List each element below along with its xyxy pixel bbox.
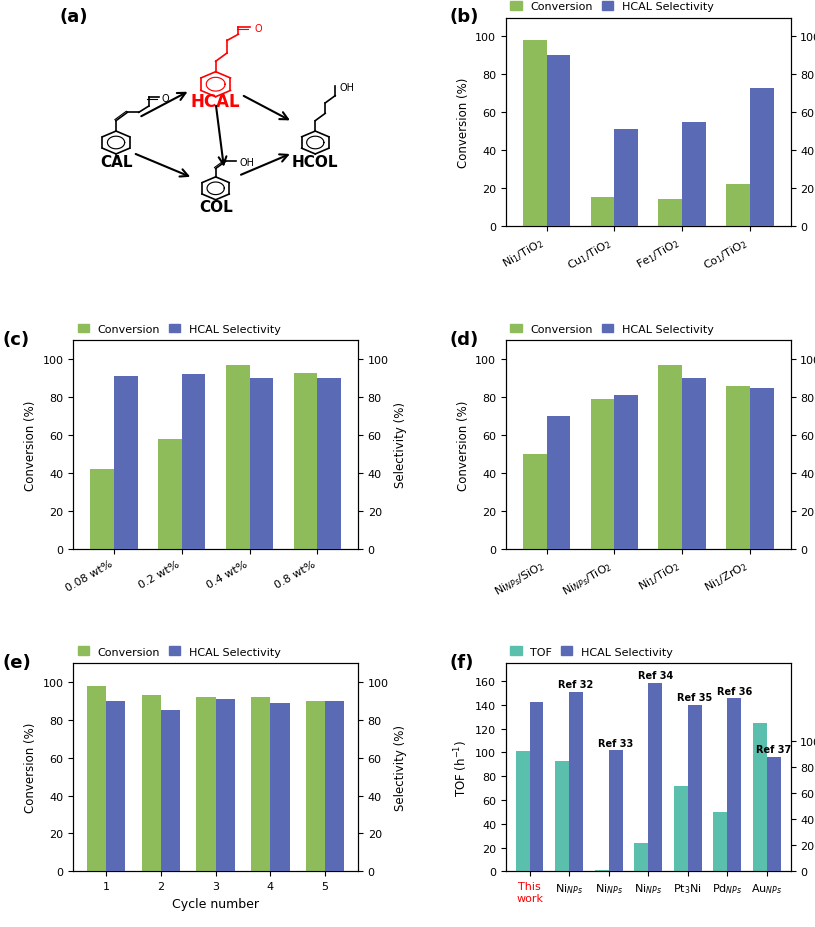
Text: COL: COL [199, 199, 232, 214]
Y-axis label: Conversion (%): Conversion (%) [456, 78, 469, 168]
Legend: Conversion, HCAL Selectivity: Conversion, HCAL Selectivity [73, 320, 285, 339]
Bar [547, 57, 570, 226]
Text: O: O [254, 24, 262, 34]
Bar [271, 703, 289, 871]
Bar [591, 198, 615, 226]
Bar [726, 387, 750, 549]
Bar [595, 870, 609, 871]
Bar [591, 400, 615, 549]
Y-axis label: Selectivity (%): Selectivity (%) [394, 402, 408, 488]
Text: HCAL: HCAL [191, 93, 240, 110]
Bar [659, 200, 682, 226]
Text: Ref 34: Ref 34 [637, 670, 673, 680]
Bar [523, 454, 547, 549]
Text: (c): (c) [2, 331, 29, 349]
Text: HCOL: HCOL [292, 155, 338, 170]
Bar [87, 686, 106, 871]
Bar [142, 695, 161, 871]
Bar [306, 701, 325, 871]
Bar [727, 698, 741, 871]
Legend: Conversion, HCAL Selectivity: Conversion, HCAL Selectivity [506, 320, 718, 339]
Text: (a): (a) [59, 8, 88, 26]
Text: Ref 33: Ref 33 [598, 738, 633, 748]
Bar [615, 130, 638, 226]
Bar [753, 723, 767, 871]
Bar [569, 692, 583, 871]
Bar [726, 185, 750, 226]
Bar [158, 439, 182, 549]
Bar [648, 683, 662, 871]
Text: OH: OH [240, 159, 255, 168]
Bar [317, 379, 341, 549]
Y-axis label: Conversion (%): Conversion (%) [24, 400, 37, 490]
Bar [196, 697, 216, 871]
Bar [325, 701, 344, 871]
Bar [674, 786, 688, 871]
Text: O: O [161, 94, 170, 104]
Text: OH: OH [340, 83, 355, 94]
Legend: Conversion, HCAL Selectivity: Conversion, HCAL Selectivity [73, 642, 285, 661]
Y-axis label: TOF (h$^{-1}$): TOF (h$^{-1}$) [452, 739, 469, 796]
Y-axis label: Conversion (%): Conversion (%) [24, 722, 37, 812]
Bar [682, 379, 706, 549]
Text: (e): (e) [2, 653, 31, 671]
Text: CAL: CAL [99, 155, 132, 170]
Text: Ref 32: Ref 32 [558, 679, 594, 690]
Y-axis label: Selectivity (%): Selectivity (%) [394, 724, 408, 810]
Bar [615, 396, 638, 549]
Bar [251, 697, 271, 871]
Bar [713, 812, 727, 871]
Bar [523, 41, 547, 226]
Y-axis label: Conversion (%): Conversion (%) [456, 400, 469, 490]
Bar [750, 388, 773, 549]
Legend: TOF, HCAL Selectivity: TOF, HCAL Selectivity [506, 642, 677, 661]
Bar [226, 365, 249, 549]
Bar [161, 711, 180, 871]
Text: Ref 36: Ref 36 [716, 686, 752, 696]
Bar [293, 373, 317, 549]
Text: (f): (f) [449, 653, 474, 671]
Text: Ref 35: Ref 35 [677, 692, 712, 703]
Bar [516, 751, 530, 871]
Bar [682, 122, 706, 226]
Bar [688, 705, 702, 871]
Bar [530, 703, 544, 871]
Bar [555, 761, 569, 871]
Bar [182, 375, 205, 549]
Bar [249, 379, 273, 549]
X-axis label: Cycle number: Cycle number [172, 896, 259, 909]
Bar [547, 416, 570, 549]
Bar [216, 699, 235, 871]
Text: (d): (d) [449, 331, 478, 349]
Bar [659, 365, 682, 549]
Text: Ref 37: Ref 37 [756, 744, 791, 755]
Bar [767, 757, 781, 871]
Bar [106, 701, 126, 871]
Legend: Conversion, HCAL Selectivity: Conversion, HCAL Selectivity [506, 0, 718, 17]
Bar [750, 88, 773, 226]
Bar [114, 377, 138, 549]
Bar [634, 843, 648, 871]
Bar [90, 470, 114, 549]
Text: (b): (b) [449, 8, 478, 26]
Bar [609, 751, 623, 871]
